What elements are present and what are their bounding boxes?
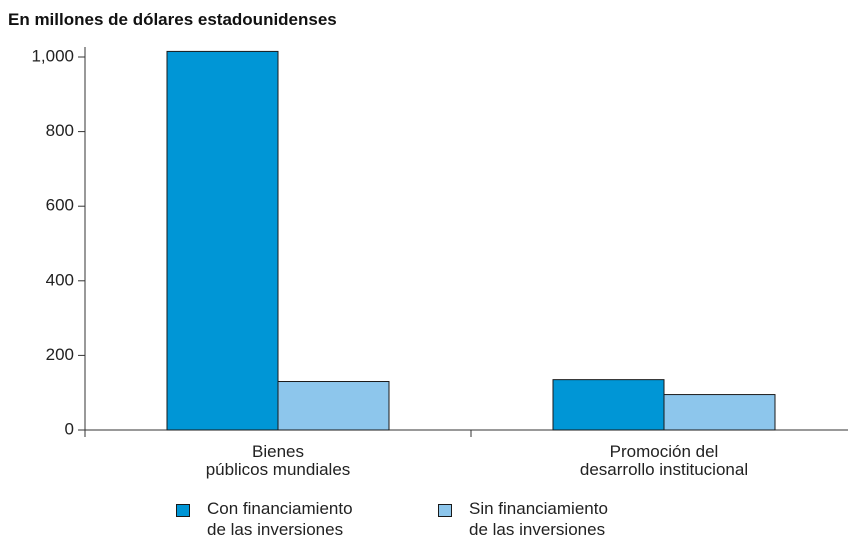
y-tick-label: 600 xyxy=(46,196,74,215)
bar xyxy=(277,381,390,431)
y-tick-label: 400 xyxy=(46,270,74,289)
bar xyxy=(552,379,665,431)
y-tick-label: 200 xyxy=(46,345,74,364)
bar xyxy=(663,394,776,431)
x-tick-label: Bienes públicos mundiales xyxy=(205,442,351,479)
legend-swatch xyxy=(176,504,190,517)
chart-title: En millones de dólares estadounidenses xyxy=(8,10,337,29)
y-tick-label: 800 xyxy=(46,121,74,140)
bar xyxy=(166,50,279,431)
y-tick-label: 1,000 xyxy=(31,46,74,65)
legend-label: Sin financiamiento de las inversiones xyxy=(469,499,608,539)
x-tick-label: Promoción del desarrollo institucional xyxy=(579,442,749,479)
y-tick-label: 0 xyxy=(65,419,74,438)
legend-swatch xyxy=(438,504,452,517)
legend-label: Con financiamiento de las inversiones xyxy=(207,499,353,539)
